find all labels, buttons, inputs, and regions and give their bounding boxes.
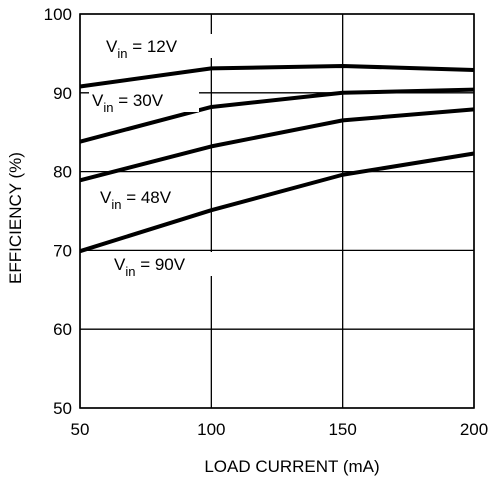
x-tick-label: 100 — [197, 420, 225, 439]
annotation-value: = 12V — [127, 37, 177, 56]
annotation-value: = 48V — [121, 188, 171, 207]
series-line-12v — [79, 64, 475, 89]
y-tick-label: 70 — [53, 241, 72, 260]
x-tick-label: 200 — [460, 420, 488, 439]
annotation-subscript: in — [125, 264, 135, 279]
series-line-30v — [79, 87, 475, 144]
annotation-subscript: in — [117, 46, 127, 61]
annotation-value: = 90V — [135, 255, 185, 274]
y-tick-label: 50 — [53, 399, 72, 418]
y-tick-label: 60 — [53, 320, 72, 339]
y-tick-label: 80 — [53, 163, 72, 182]
y-tick-label: 100 — [44, 5, 72, 24]
series-annotation: Vin = 90V — [114, 255, 186, 279]
series-annotation: Vin = 48V — [100, 188, 172, 212]
plot-frame — [79, 13, 475, 409]
series-lines — [79, 64, 475, 254]
annotation-background — [97, 185, 207, 209]
annotation-v: V — [92, 91, 104, 110]
tick-labels: 50 60 70 80 90 100 50 100 150 200 — [44, 5, 489, 439]
x-axis-label: LOAD CURRENT (mA) — [204, 457, 379, 476]
annotation-value: = 30V — [113, 91, 163, 110]
annotation-background — [111, 252, 221, 276]
series-annotation: Vin = 12V — [106, 37, 178, 61]
series-line-48v — [79, 107, 475, 183]
annotation-subscript: in — [103, 100, 113, 115]
grid-lines — [79, 13, 475, 409]
series-line-90v — [79, 151, 475, 254]
annotation-v: V — [106, 37, 118, 56]
y-tick-label: 90 — [53, 84, 72, 103]
annotation-v: V — [114, 255, 126, 274]
y-axis-label: EFFICIENCY (%) — [6, 152, 25, 284]
annotation-background — [103, 34, 213, 58]
x-tick-label: 150 — [328, 420, 356, 439]
annotation-background — [89, 88, 199, 112]
annotation-v: V — [100, 188, 112, 207]
series-annotation: Vin = 30V — [92, 91, 164, 115]
annotation-subscript: in — [111, 197, 121, 212]
x-tick-label: 50 — [71, 420, 90, 439]
